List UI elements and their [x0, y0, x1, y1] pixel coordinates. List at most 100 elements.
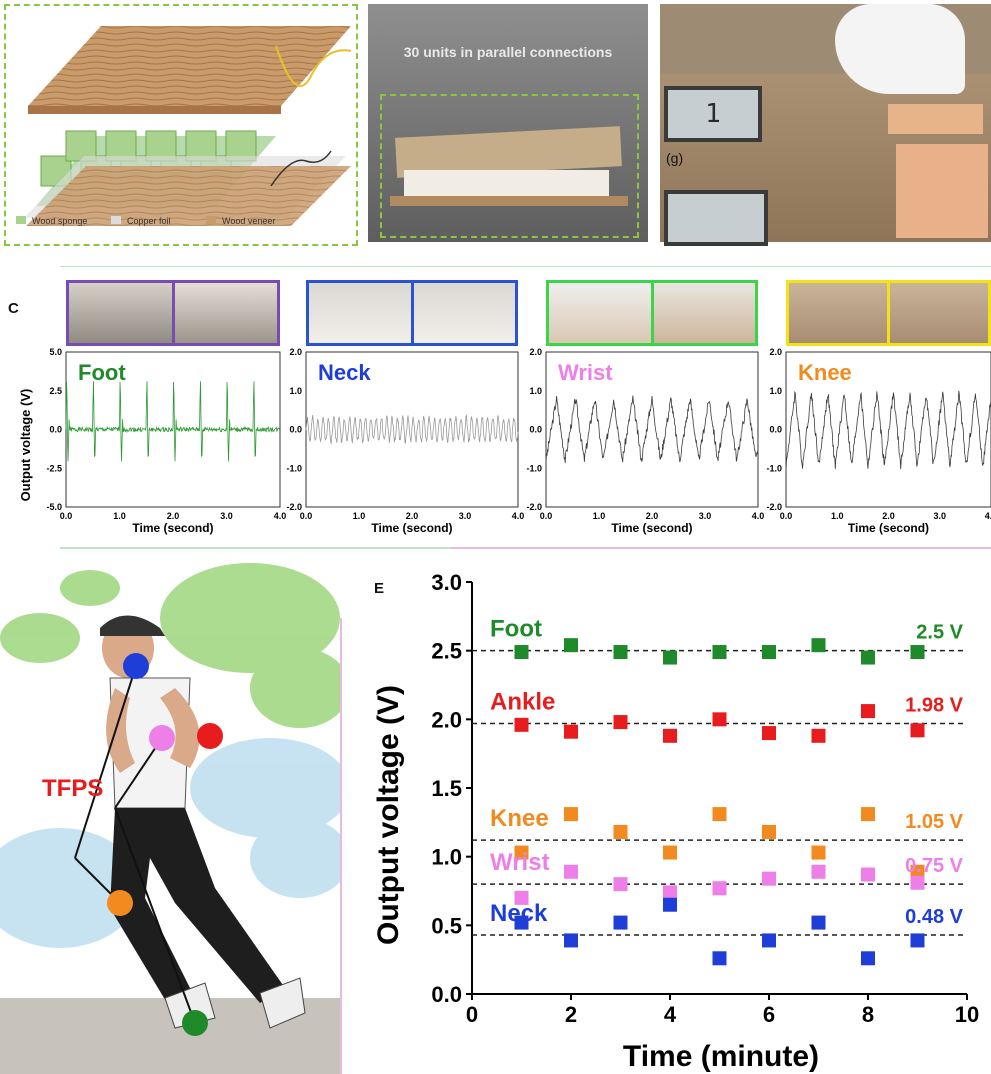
data-point	[712, 951, 727, 966]
panel-b-tag: (g)	[666, 150, 684, 166]
divider-bottom-c	[60, 547, 991, 549]
data-point	[514, 915, 529, 930]
y-tick-label: -2.0	[286, 502, 302, 512]
y-tick-label: 0.0	[49, 425, 62, 435]
x-tick-label: 3.0	[459, 511, 472, 521]
data-point	[613, 715, 628, 730]
y-tick-label: 1.0	[529, 386, 542, 396]
data-point	[712, 712, 727, 727]
divider-vertical	[340, 618, 342, 1074]
legend-copper: Copper foil	[127, 216, 171, 226]
display-value: 1	[705, 99, 721, 129]
y-tick-label: -2.0	[766, 502, 782, 512]
data-point	[712, 807, 727, 822]
plot-frame	[545, 351, 759, 508]
data-point	[613, 877, 628, 892]
y-tick-label: -1.0	[526, 463, 542, 473]
x-tick-label: 6	[763, 1002, 775, 1027]
waveform-trace	[305, 414, 519, 445]
waveform-trace	[545, 395, 759, 464]
x-tick-label: 0.0	[300, 511, 313, 521]
knee-waveform-chart: Knee -2.0 -1.0 0.0 1.0 2.0 0.0 1.0 2.0 3.0 4.0 Time…	[766, 347, 991, 535]
data-point	[910, 723, 925, 738]
legend-veneer: Wood veneer	[222, 216, 275, 226]
x-axis-label: Time (second)	[611, 521, 692, 535]
legend-sponge: Wood sponge	[32, 216, 87, 226]
x-tick-label: 3.0	[699, 511, 712, 521]
y-tick-label: -5.0	[46, 502, 62, 512]
average-value-label: 0.48 V	[905, 906, 963, 928]
y-tick-label: -1.0	[766, 463, 782, 473]
average-value-label: 1.98 V	[905, 694, 963, 716]
foot-waveform-chart: Output voltage (V) Foot -5.0 -2.5 0.0 2.5 5.0…	[18, 347, 286, 535]
y-tick-label: 2.0	[529, 347, 542, 357]
bottom-veneer	[26, 166, 351, 226]
waveform-charts: Output voltage (V) Foot -5.0 -2.5 0.0 2.5 5.0…	[18, 347, 991, 535]
exploded-structure-diagram: Wood sponge Copper foil Wood veneer	[4, 4, 358, 246]
data-point	[564, 807, 578, 822]
tfps-label: TFPS	[42, 775, 103, 802]
legend-swatch-veneer	[206, 216, 216, 224]
x-tick-label: 1.0	[831, 511, 844, 521]
y-tick-label: 1.5	[431, 776, 462, 801]
data-point	[762, 871, 776, 886]
data-point	[712, 645, 727, 660]
data-point	[663, 650, 677, 665]
top-wire	[275, 45, 352, 87]
data-point	[811, 728, 826, 743]
x-axis-label: Time (second)	[848, 521, 929, 535]
x-tick-label: 0	[466, 1002, 478, 1027]
series-name-label: Foot	[490, 616, 542, 643]
data-point	[663, 897, 677, 912]
y-tick-label: 0.0	[529, 425, 542, 435]
knee-photo-strip	[786, 280, 991, 346]
data-point	[861, 704, 875, 719]
x-tick-label: 2.0	[882, 511, 895, 521]
data-point	[564, 933, 578, 948]
sensor-pad-bottom	[896, 144, 988, 238]
series-name-label: Ankle	[490, 688, 555, 715]
neck-waveform-chart: Neck -2.0 -1.0 0.0 1.0 2.0 0.0 1.0 2.0 3.0 4.0 Time…	[286, 347, 524, 535]
y-tick-label: 2.0	[289, 347, 302, 357]
sponge-row	[404, 170, 609, 198]
x-tick-label: 1.0	[353, 511, 366, 521]
x-tick-label: 4	[664, 1002, 677, 1027]
exploded-structure-svg: Wood sponge Copper foil Wood veneer	[16, 26, 352, 226]
scatter-chart: Output voltage (V) Time (minute) 0.0 0.5 1…	[372, 570, 979, 1073]
data-point	[663, 728, 677, 743]
knee-sensor-marker	[107, 890, 133, 916]
y-tick-label: 2.0	[431, 707, 462, 732]
x-tick-label: 8	[862, 1002, 874, 1027]
data-point	[861, 650, 875, 665]
wrist-waveform-chart: Wrist -2.0 -1.0 0.0 1.0 2.0 0.0 1.0 2.0 3.0 4.0 Tim…	[526, 347, 764, 535]
neck-sensor-marker	[123, 653, 149, 679]
data-point	[564, 724, 578, 739]
y-tick-label: -2.5	[46, 463, 62, 473]
data-point	[762, 645, 776, 660]
x-tick-label: 4.0	[512, 511, 525, 521]
y-tick-label: 2.5	[431, 639, 462, 664]
legend-swatch-copper	[111, 216, 121, 224]
runner-svg: TFPS	[0, 558, 340, 1074]
x-tick-label: 3.0	[933, 511, 946, 521]
scatter-y-axis-label: Output voltage (V)	[372, 685, 405, 945]
x-tick-label: 2.0	[406, 511, 419, 521]
data-point	[613, 645, 628, 660]
foot-sensor-marker	[182, 1010, 208, 1036]
data-point	[514, 645, 529, 660]
data-point	[811, 915, 826, 930]
x-tick-label: 2.0	[167, 511, 180, 521]
y-tick-label: -1.0	[286, 463, 302, 473]
data-point	[514, 717, 529, 732]
x-tick-label: 0.0	[780, 511, 793, 521]
data-point	[861, 951, 875, 966]
footstep-photo: 1 (g)	[660, 4, 991, 246]
y-tick-label: 1.0	[431, 845, 462, 870]
x-tick-label: 4.0	[985, 511, 991, 521]
data-point	[613, 824, 628, 839]
data-point	[514, 845, 529, 860]
x-tick-label: 2.0	[646, 511, 659, 521]
data-point	[712, 881, 727, 896]
y-tick-label: 1.0	[289, 386, 302, 396]
average-value-label: 1.05 V	[905, 811, 963, 833]
